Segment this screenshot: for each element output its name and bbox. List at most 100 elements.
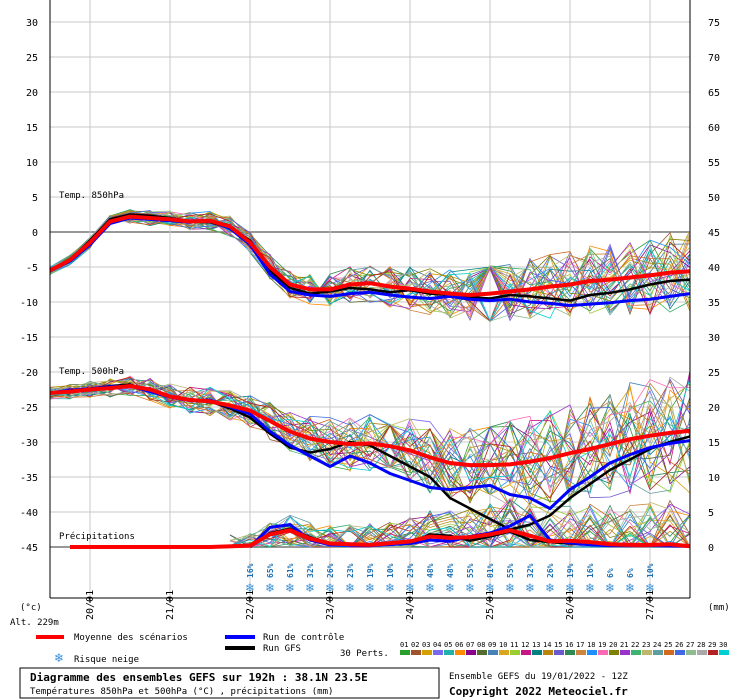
legend-gfs-label: Run GFS	[263, 644, 301, 654]
snowflake-icon: ❄	[245, 581, 255, 595]
pert-swatch	[631, 650, 641, 655]
right-tick-label: 25	[708, 368, 720, 379]
snowflake-icon: ❄	[545, 581, 555, 595]
right-tick-label: 10	[708, 473, 720, 484]
left-tick-label: 25	[26, 53, 38, 64]
pert-number: 26	[675, 641, 683, 649]
member-precip-line	[229, 503, 691, 548]
legend-control-label: Run de contrôle	[263, 632, 344, 643]
left-tick-label: 0	[32, 228, 38, 239]
pert-number: 28	[697, 641, 705, 649]
pert-swatch	[719, 650, 729, 655]
member-precip-line	[230, 503, 691, 548]
pert-number: 24	[653, 641, 661, 649]
pert-number: 21	[620, 641, 628, 649]
member-t500-line	[49, 379, 691, 496]
snowflake-icon: ❄	[265, 581, 275, 595]
pert-number: 05	[444, 641, 452, 649]
pert-number: 20	[609, 641, 617, 649]
snowflake-icon: ❄	[565, 581, 575, 595]
member-t850-line	[49, 210, 691, 322]
main-lines	[49, 213, 691, 549]
precip-mean-line	[70, 528, 691, 549]
pert-swatch	[543, 650, 553, 655]
snow-risk-pct: 48%	[446, 563, 455, 578]
pert-swatch	[510, 650, 520, 655]
footer-run: Ensemble GEFS du 19/01/2022 - 12Z	[449, 672, 628, 682]
pert-swatch	[664, 650, 674, 655]
snow-risk-pct: 6%	[606, 568, 615, 578]
footer-title: Diagramme des ensembles GEFS sur 192h : …	[30, 671, 368, 684]
pert-swatch	[532, 650, 542, 655]
pert-number: 25	[664, 641, 672, 649]
axes: 302520151050-5-10-15-20-25-30-35-40-4575…	[20, 0, 720, 620]
pert-swatch	[708, 650, 718, 655]
snowflake-icon: ❄	[525, 581, 535, 595]
right-tick-label: 20	[708, 403, 720, 414]
pert-number: 02	[411, 641, 419, 649]
pert-swatch	[466, 650, 476, 655]
x-tick-label: 23/01	[325, 590, 336, 620]
right-tick-label: 35	[708, 298, 720, 309]
pert-swatch	[587, 650, 597, 655]
snow-risk-pct: 26%	[546, 563, 555, 578]
x-tick-label: 20/01	[85, 590, 96, 620]
left-tick-label: -30	[20, 438, 38, 449]
member-precip-line	[229, 504, 691, 548]
left-tick-label: 30	[26, 18, 38, 29]
member-t850-line	[49, 210, 691, 322]
right-tick-label: 40	[708, 263, 720, 274]
snow-risk-pct: 26%	[326, 563, 335, 578]
left-tick-label: -45	[20, 543, 38, 554]
member-precip-line	[229, 503, 691, 548]
pert-swatch	[444, 650, 454, 655]
pert-swatch	[598, 650, 608, 655]
footer-copyright: Copyright 2022 Meteociel.fr	[449, 685, 628, 698]
pert-swatch	[609, 650, 619, 655]
x-tick-label: 21/01	[165, 590, 176, 620]
snowflake-icon: ❄	[465, 581, 475, 595]
snow-risk-pct: 32%	[306, 563, 315, 578]
pert-number: 03	[422, 641, 430, 649]
snowflake-icon: ❄	[325, 581, 335, 595]
member-t500-line	[49, 378, 691, 481]
snow-risk-pct: 19%	[566, 563, 575, 578]
pert-swatch	[653, 650, 663, 655]
snow-risk-pct: 6%	[626, 568, 635, 578]
snowflake-icon: ❄	[405, 581, 415, 595]
pert-swatch	[697, 650, 707, 655]
left-tick-label: -5	[26, 263, 38, 274]
snowflake-icon: ❄	[54, 651, 64, 665]
snowflake-icon: ❄	[505, 581, 515, 595]
left-tick-label: 5	[32, 193, 38, 204]
label-precip: Précipitations	[59, 531, 135, 542]
pert-number: 09	[488, 641, 496, 649]
right-tick-label: 50	[708, 193, 720, 204]
snowflake-icon: ❄	[385, 581, 395, 595]
pert-swatch	[675, 650, 685, 655]
snow-risk-pct: 61%	[286, 563, 295, 578]
x-tick-label: 22/01	[245, 590, 256, 620]
right-tick-label: 0	[708, 543, 714, 554]
pert-number: 19	[598, 641, 606, 649]
pert-number: 10	[499, 641, 507, 649]
x-tick-label: 26/01	[565, 590, 576, 620]
snowflake-icon: ❄	[425, 581, 435, 595]
right-tick-label: 75	[708, 18, 720, 29]
left-unit: (°c)	[20, 603, 42, 613]
right-tick-label: 30	[708, 333, 720, 344]
snow-risk-pct: 10%	[386, 563, 395, 578]
pert-number: 01	[400, 641, 408, 649]
member-t500-line	[49, 378, 691, 493]
left-tick-label: -35	[20, 473, 38, 484]
x-tick-label: 27/01	[645, 590, 656, 620]
snowflake-icon: ❄	[645, 581, 655, 595]
pert-swatch	[433, 650, 443, 655]
legend: Moyenne des scénarios Run de contrôle Ru…	[36, 632, 729, 665]
snowflake-icon: ❄	[365, 581, 375, 595]
snow-risk-pct: 81%	[486, 563, 495, 578]
pert-number: 11	[510, 641, 518, 649]
label-t500: Temp. 500hPa	[59, 367, 124, 377]
